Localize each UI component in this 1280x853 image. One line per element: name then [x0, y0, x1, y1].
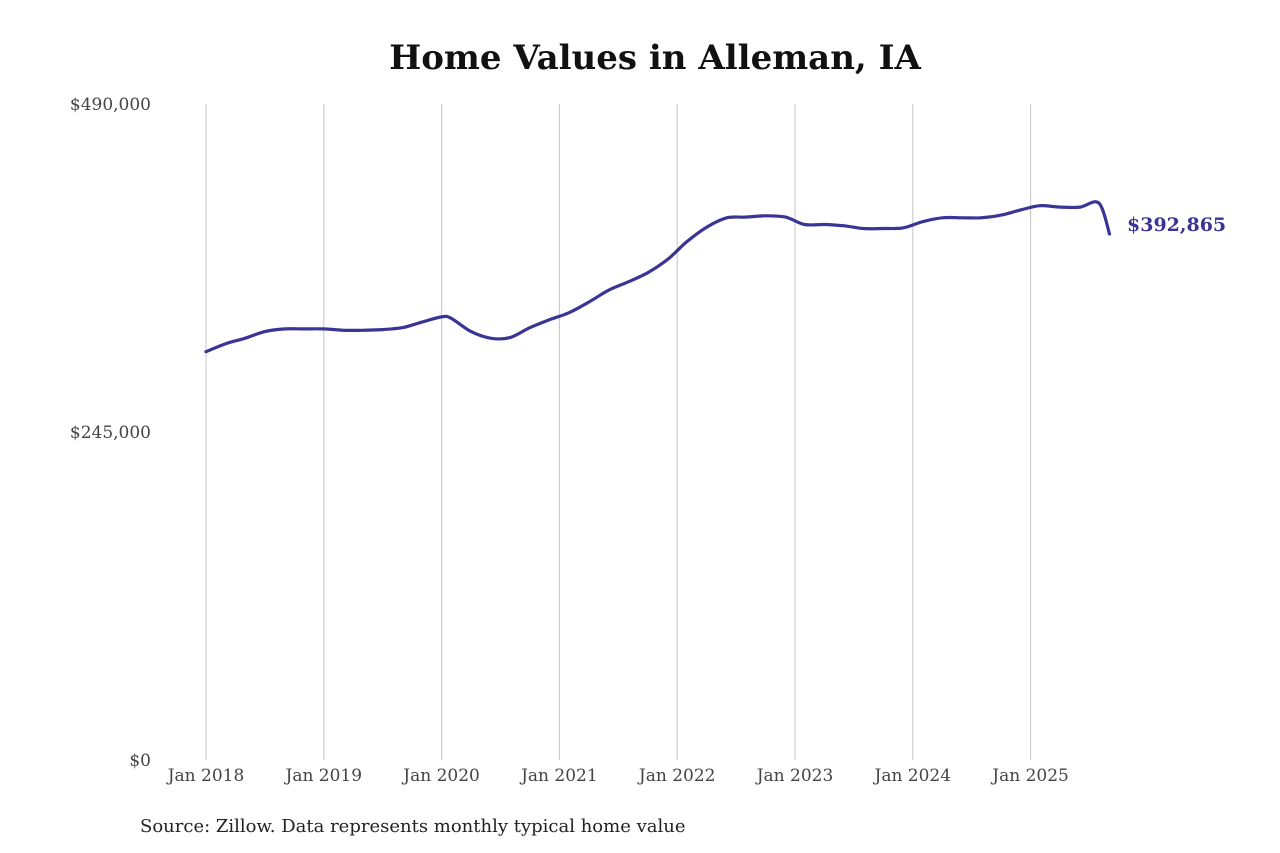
x-tick-label: Jan 2018 [166, 766, 245, 786]
y-axis-ticks: $0 $245,000 $490,000 [70, 95, 151, 771]
y-tick-label: $490,000 [70, 95, 151, 115]
series-lines [204, 200, 1112, 354]
x-tick-label: Jan 2022 [637, 766, 716, 786]
x-tick-label: Jan 2019 [284, 766, 363, 786]
x-tick-label: Jan 2025 [990, 766, 1069, 786]
end-labels: $392,865 [1127, 214, 1226, 236]
x-tick-label: Jan 2021 [519, 766, 598, 786]
x-tick-label: Jan 2020 [401, 766, 480, 786]
latest-value-label: $392,865 [1127, 214, 1226, 236]
y-tick-label: $245,000 [70, 423, 151, 443]
x-axis-ticks: Jan 2018 Jan 2019 Jan 2020 Jan 2021 Jan 2022… [166, 766, 1069, 786]
x-tick-label: Jan 2024 [873, 766, 952, 786]
y-tick-label: $0 [129, 751, 151, 771]
grid-lines [205, 104, 1032, 760]
chart-title: Home Values in Alleman, IA [389, 38, 921, 78]
series-line-0 [204, 200, 1112, 354]
x-tick-label: Jan 2023 [755, 766, 834, 786]
source-note: Source: Zillow. Data represents monthly … [140, 816, 686, 837]
